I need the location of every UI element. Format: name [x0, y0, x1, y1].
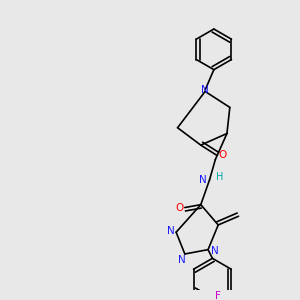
Text: N: N: [200, 175, 207, 185]
Text: N: N: [178, 255, 186, 265]
Text: N: N: [167, 226, 175, 236]
Text: O: O: [175, 202, 183, 212]
Text: H: H: [216, 172, 223, 182]
Text: O: O: [218, 150, 227, 160]
Text: N: N: [212, 246, 219, 256]
Text: N: N: [201, 85, 209, 95]
Text: F: F: [215, 291, 221, 300]
